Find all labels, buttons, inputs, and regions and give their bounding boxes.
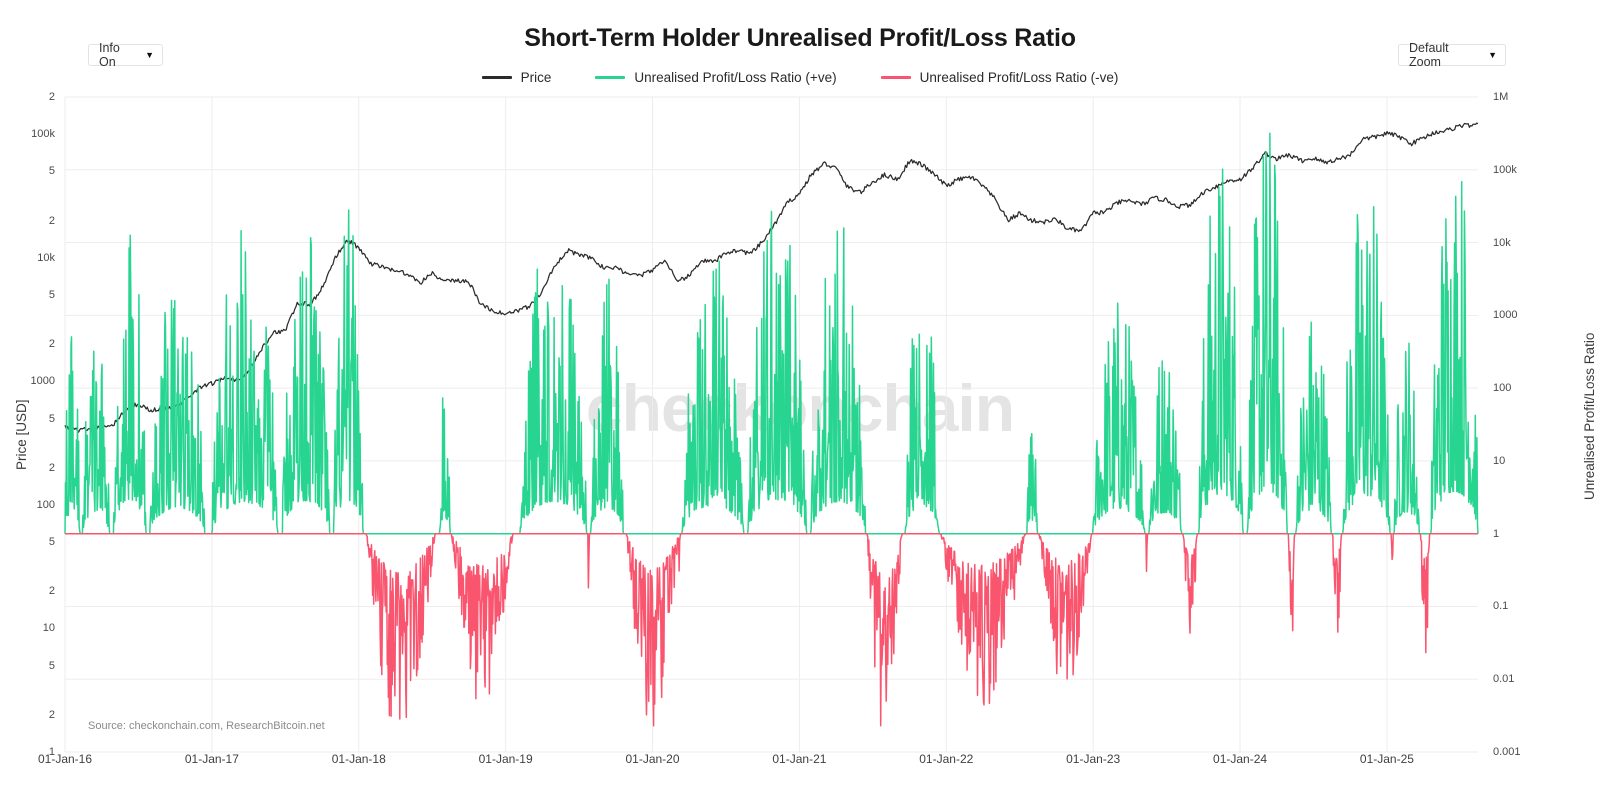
legend-label: Price (520, 70, 552, 85)
y-tick-left: 5 (48, 288, 55, 301)
y-tick-right: 100k (1493, 163, 1517, 176)
legend-item-2[interactable]: Unrealised Profit/Loss Ratio (-ve) (880, 70, 1119, 85)
y-tick-left: 2 (48, 461, 55, 474)
y-axis-left-title: Price [USD] (14, 399, 29, 470)
y-tick-right: 10 (1493, 454, 1506, 467)
legend-swatch-icon (481, 76, 512, 79)
y-tick-right: 0.1 (1493, 600, 1509, 613)
y-tick-left: 5 (48, 536, 55, 549)
y-tick-right: 1 (1493, 527, 1500, 540)
x-tick: 01-Jan-16 (37, 752, 93, 766)
y-tick-left: 5 (48, 659, 55, 672)
page-title: Short-Term Holder Unrealised Profit/Loss… (524, 24, 1076, 52)
zoom-dropdown[interactable]: Default Zoom ▼ (1398, 41, 1506, 69)
y-tick-right: 0.01 (1493, 673, 1515, 686)
chart-legend: Price Unrealised Profit/Loss Ratio (+ve) U… (0, 70, 1600, 85)
y-tick-left: 100k (31, 128, 55, 141)
legend-swatch-icon (880, 76, 911, 79)
x-tick: 01-Jan-21 (772, 752, 827, 766)
y-tick-left: 10k (37, 251, 55, 264)
chart-canvas (64, 96, 1479, 753)
y-tick-left: 2 (48, 214, 55, 227)
y-tick-left: 10 (42, 622, 55, 635)
chevron-down-icon: ▼ (145, 49, 154, 60)
x-tick: 01-Jan-20 (625, 752, 680, 766)
legend-item-1[interactable]: Unrealised Profit/Loss Ratio (+ve) (595, 70, 837, 85)
y-tick-left: 2 (48, 708, 55, 721)
x-tick: 01-Jan-18 (331, 752, 386, 766)
info-dropdown[interactable]: Info On ▼ (88, 41, 163, 69)
x-tick: 01-Jan-17 (184, 752, 239, 766)
y-tick-left: 5 (48, 412, 55, 425)
negative-ratio-series (64, 532, 1479, 727)
positive-ratio-series (64, 132, 1479, 535)
y-tick-right: 0.001 (1493, 746, 1521, 758)
legend-swatch-icon (595, 76, 626, 79)
source-note: Source: checkonchain.com, ResearchBitcoi… (88, 720, 325, 732)
x-tick: 01-Jan-22 (919, 752, 974, 766)
legend-item-0[interactable]: Price (481, 70, 552, 85)
zoom-dropdown-label: Default Zoom (1409, 41, 1449, 69)
x-tick: 01-Jan-19 (478, 752, 533, 766)
x-tick: 01-Jan-25 (1359, 752, 1414, 766)
x-tick: 01-Jan-24 (1213, 752, 1268, 766)
y-tick-left: 1000 (30, 375, 55, 388)
x-tick: 01-Jan-23 (1066, 752, 1121, 766)
y-tick-left: 2 (48, 338, 55, 351)
legend-label: Unrealised Profit/Loss Ratio (-ve) (919, 70, 1119, 85)
y-axis-right-title: Unrealised Profit/Loss Ratio (1582, 332, 1597, 500)
y-tick-right: 1M (1493, 91, 1509, 103)
info-dropdown-label: Info On (99, 41, 120, 69)
y-tick-right: 100 (1493, 382, 1512, 395)
y-tick-left: 2 (48, 91, 55, 103)
y-tick-left: 2 (48, 585, 55, 598)
y-tick-left: 5 (48, 165, 55, 178)
plot-area (64, 96, 1479, 753)
y-tick-left: 1 (48, 746, 55, 758)
y-tick-right: 1000 (1493, 309, 1518, 322)
legend-label: Unrealised Profit/Loss Ratio (+ve) (634, 70, 837, 85)
y-tick-right: 10k (1493, 236, 1511, 249)
chevron-down-icon: ▼ (1488, 49, 1497, 60)
gridlines (64, 96, 1478, 753)
y-tick-left: 100 (36, 498, 55, 511)
